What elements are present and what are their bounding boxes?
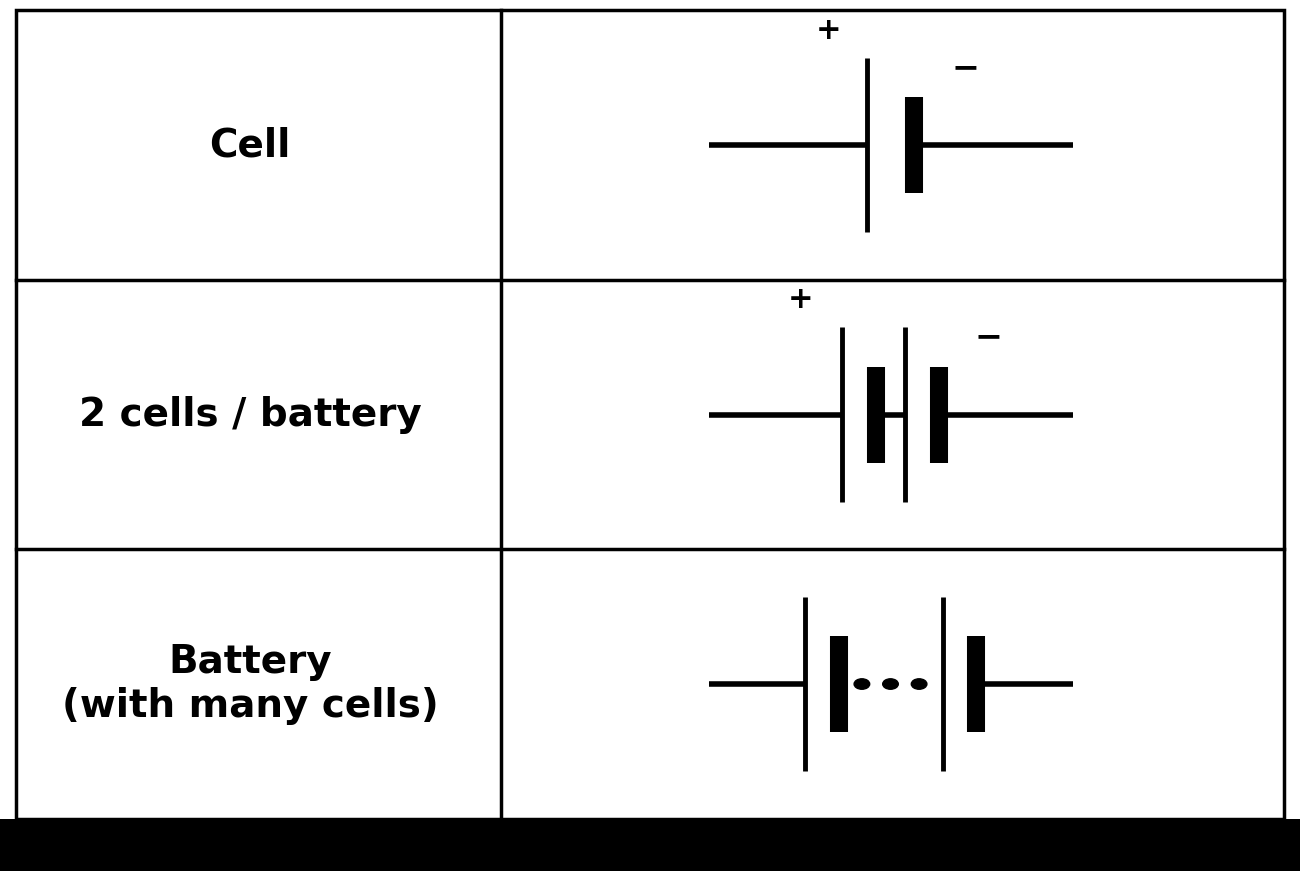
Bar — [0, 819, 1300, 871]
Circle shape — [911, 679, 927, 689]
Text: Cell: Cell — [209, 126, 291, 164]
Text: −: − — [974, 321, 1002, 354]
Text: +: + — [788, 286, 814, 314]
Circle shape — [854, 679, 870, 689]
Text: −: − — [952, 51, 980, 84]
Text: 2 cells / battery: 2 cells / battery — [79, 395, 421, 434]
Text: Battery
(with many cells): Battery (with many cells) — [62, 643, 438, 725]
Circle shape — [883, 679, 898, 689]
Text: +: + — [815, 16, 841, 45]
